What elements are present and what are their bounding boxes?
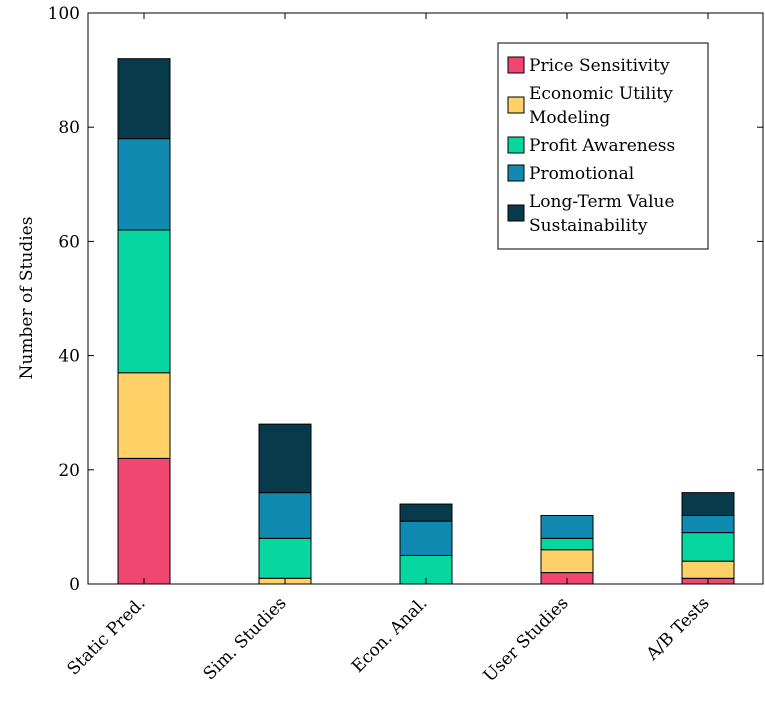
legend-label: Sustainability [529,216,648,236]
bar-segment [681,532,735,562]
bar-segment [540,549,594,574]
x-tick-label: User Studies [480,593,573,686]
y-tick-label: 20 [58,461,80,481]
bar-segment [258,423,312,494]
legend-label: Economic Utility [529,84,673,104]
y-tick-label: 80 [58,118,80,138]
legend-swatch [507,136,525,154]
bar-segment [258,492,312,539]
bars-layer [117,58,735,585]
legend-label: Modeling [529,108,610,128]
x-tick-label: A/B Tests [642,593,714,665]
y-tick-label: 40 [58,347,80,367]
bar-segment [117,372,171,459]
legend-swatch [507,56,525,74]
legend-label: Promotional [529,164,634,184]
legend-swatch [507,204,525,222]
bar-segment [540,514,594,539]
bar-segment [117,138,171,231]
x-tick-label: Econ. Anal. [348,593,432,677]
y-tick-label: 60 [58,232,80,252]
bar-segment [681,560,735,579]
y-axis: 0 20 40 60 80 100 [48,4,763,595]
legend-box [497,42,709,250]
bar-segment [399,503,453,522]
legend: Price Sensitivity Economic Utility Modelin… [497,42,709,250]
legend-label: Profit Awareness [529,136,675,156]
bar-segment [117,229,171,374]
bar-segment [117,58,171,140]
x-tick-label: Sim. Studies [200,593,291,684]
x-tick-label: Static Pred. [63,593,149,679]
y-tick-label: 100 [48,4,80,24]
legend-swatch [507,96,525,114]
legend-label: Price Sensitivity [529,56,670,76]
bar-segment [117,457,171,585]
legend-swatch [507,164,525,182]
bar-segment [258,537,312,579]
y-axis-title: Number of Studies [17,217,37,380]
y-tick-label: 0 [69,575,80,595]
bar-segment [399,520,453,556]
bar-segment [681,492,735,516]
bar-segment [540,537,594,551]
legend-label: Long-Term Value [529,192,675,212]
bar-segment [681,514,735,534]
